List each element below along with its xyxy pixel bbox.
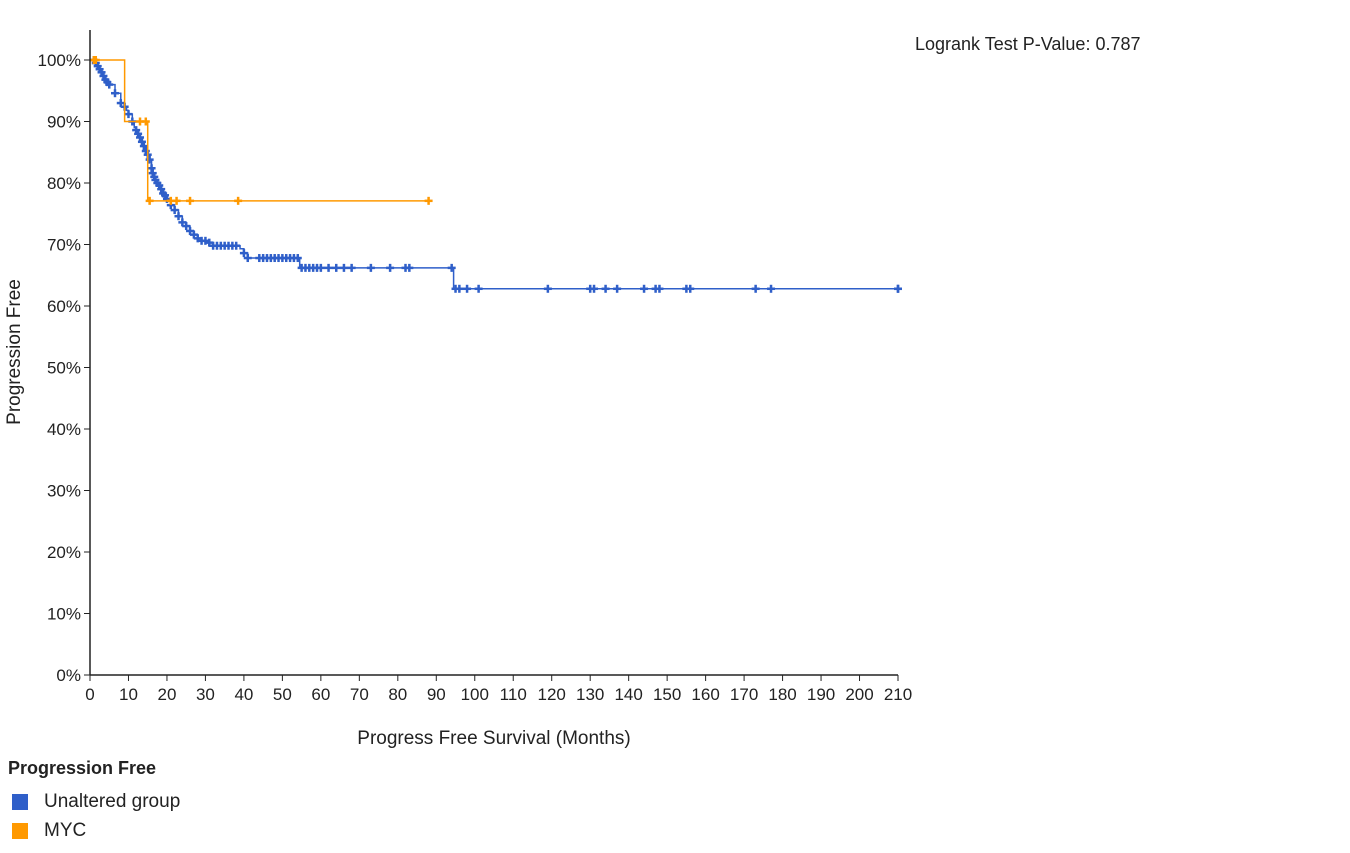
censor-mark-unaltered-group [894,284,902,293]
censor-mark-unaltered-group [324,263,333,272]
x-tick-label: 0 [85,685,94,704]
y-axis-ticks: 0% 10% 20% 30% 40% 50% 60% 70% 80% 90% 100% [38,51,90,685]
survival-curves [89,56,902,293]
censor-mark-myc [172,196,181,205]
x-tick-label: 70 [350,685,369,704]
censor-mark-unaltered-group [157,185,166,194]
censor-mark-unaltered-group [474,284,483,293]
censor-mark-unaltered-group [601,284,610,293]
x-tick-label: 10 [119,685,138,704]
x-tick-label: 140 [614,685,642,704]
censor-mark-unaltered-group [640,284,649,293]
y-tick-label: 0% [56,666,81,685]
censor-mark-myc [424,196,433,205]
censor-mark-unaltered-group [105,80,114,89]
km-curve-myc [90,59,429,202]
censor-mark-myc [145,196,154,205]
censor-mark-myc [234,196,243,205]
x-tick-label: 100 [461,685,489,704]
legend-item-myc[interactable]: MYC [8,816,180,845]
censor-mark-unaltered-group [655,284,664,293]
y-tick-label: 90% [47,113,81,132]
y-tick-label: 20% [47,543,81,562]
x-tick-label: 110 [500,685,527,704]
x-tick-label: 180 [768,685,796,704]
censor-mark-unaltered-group [137,137,146,146]
x-tick-label: 30 [196,685,215,704]
logrank-pvalue: Logrank Test P-Value: 0.787 [915,34,1140,54]
x-axis-ticks: 0 10 20 30 40 50 60 70 80 90 100 110 120 130 140 150 160… [85,675,912,704]
legend-swatch-unaltered [12,793,28,810]
x-tick-label: 200 [845,685,873,704]
legend-label-unaltered: Unaltered group [44,790,181,812]
x-tick-label: 80 [388,685,407,704]
censor-mark-unaltered-group [339,263,348,272]
x-tick-label: 150 [653,685,681,704]
y-tick-label: 10% [47,605,81,624]
censor-mark-unaltered-group [243,254,252,263]
censor-mark-unaltered-group [232,241,241,250]
censor-mark-myc [141,117,150,126]
y-tick-label: 100% [38,51,81,70]
km-curve-unaltered-group [90,59,898,290]
censor-mark-unaltered-group [136,133,145,142]
censor-mark-unaltered-group [767,284,776,293]
censor-mark-unaltered-group [751,284,760,293]
y-tick-label: 40% [47,420,81,439]
x-tick-label: 120 [538,685,566,704]
censor-mark-unaltered-group [613,284,622,293]
y-tick-label: 60% [47,297,81,316]
censor-mark-unaltered-group [111,89,120,98]
censor-mark-myc [91,56,100,64]
legend-label-myc: MYC [44,819,87,841]
censor-mark-unaltered-group [463,284,472,293]
censor-mark-unaltered-group [447,263,456,272]
censor-mark-unaltered-group [316,263,325,272]
censor-mark-unaltered-group [293,254,302,263]
censor-mark-unaltered-group [386,263,395,272]
censor-mark-unaltered-group [686,284,695,293]
censor-mark-unaltered-group [182,222,191,231]
censor-mark-unaltered-group [543,284,552,293]
censor-mark-unaltered-group [590,284,599,293]
x-tick-label: 130 [576,685,604,704]
censor-mark-unaltered-group [405,263,414,272]
legend-swatch-myc [12,822,28,839]
censor-mark-unaltered-group [366,263,375,272]
x-tick-label: 210 [884,685,912,704]
x-tick-label: 40 [234,685,253,704]
censor-mark-unaltered-group [170,206,179,215]
legend-item-unaltered[interactable]: Unaltered group [8,787,180,816]
censor-mark-unaltered-group [174,212,183,221]
censor-mark-unaltered-group [332,263,341,272]
censor-mark-myc [186,196,195,205]
censor-mark-unaltered-group [347,263,356,272]
y-axis-label: Progression Free [4,279,25,425]
y-tick-label: 50% [47,359,81,378]
x-tick-label: 50 [273,685,292,704]
y-tick-label: 80% [47,174,81,193]
x-tick-label: 20 [157,685,176,704]
x-tick-label: 60 [311,685,330,704]
censor-mark-unaltered-group [124,110,133,119]
x-axis-label: Progress Free Survival (Months) [357,728,630,749]
legend: Progression Free Unaltered group MYC [8,758,180,845]
x-tick-label: 160 [691,685,719,704]
y-tick-label: 70% [47,236,81,255]
legend-title: Progression Free [8,758,157,778]
censor-mark-unaltered-group [455,284,464,293]
y-tick-label: 30% [47,482,81,501]
x-tick-label: 170 [730,685,758,704]
x-tick-label: 190 [807,685,835,704]
censor-mark-unaltered-group [139,142,148,151]
x-tick-label: 90 [427,685,446,704]
censor-mark-unaltered-group [239,249,248,258]
